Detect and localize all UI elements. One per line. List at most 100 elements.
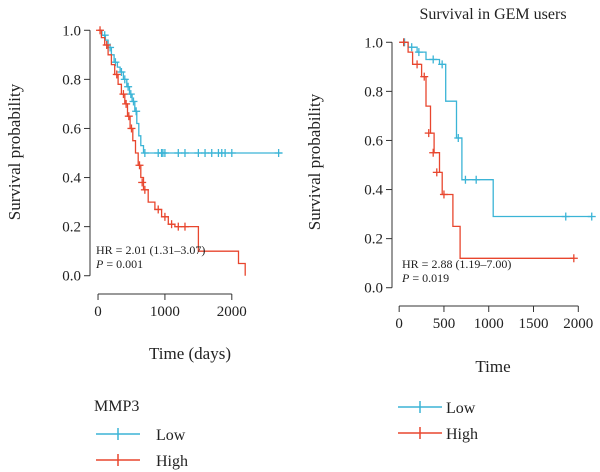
chart-1-low-censor-mark bbox=[160, 149, 169, 157]
chart-1-high-censor-mark bbox=[119, 90, 128, 99]
legend-1: MMP3 Low High bbox=[94, 398, 188, 470]
chart-1-high-censor-mark bbox=[174, 222, 183, 231]
chart-2-y-tick-label: 1.0 bbox=[364, 35, 383, 51]
chart-2-y-axis: 0.0 0.2 0.4 0.6 0.8 1.0 bbox=[364, 35, 393, 297]
legend-2-item-high: High bbox=[398, 426, 478, 443]
chart-2-y-tick-label: 0.2 bbox=[364, 232, 383, 248]
chart-1-low-censor-mark bbox=[194, 149, 203, 157]
chart-1-high-censor-mark bbox=[124, 112, 133, 121]
chart-2-y-tick-label: 0.4 bbox=[364, 183, 383, 199]
legend-2-high-swatch bbox=[398, 427, 442, 439]
chart-1-y-tick-label: 0.4 bbox=[62, 171, 81, 187]
chart-1-y-tick-label: 0.8 bbox=[62, 72, 81, 88]
chart-1: 0.0 0.2 0.4 0.6 0.8 1.0 0 1000 2000 Survival pro… bbox=[5, 23, 283, 363]
chart-2-high-censor-mark bbox=[432, 168, 441, 177]
chart-2-x-tick-label: 2000 bbox=[563, 316, 593, 332]
chart-2-xlabel: Time bbox=[475, 357, 510, 376]
legend-1-high-label: High bbox=[156, 453, 188, 470]
chart-2-series-high bbox=[399, 38, 578, 263]
chart-2-ylabel: Survival probability bbox=[305, 93, 324, 230]
chart-1-y-tick-label: 0.6 bbox=[62, 121, 81, 137]
legend-1-low-swatch bbox=[96, 428, 140, 440]
chart-1-x-tick-label: 0 bbox=[94, 304, 102, 320]
chart-2-high-censor-mark bbox=[439, 190, 448, 199]
chart-2-high-curve bbox=[399, 41, 574, 259]
legend-1-high-swatch bbox=[96, 454, 140, 466]
chart-1-low-censor-mark bbox=[120, 75, 129, 84]
chart-1-annotation-hr: HR = 2.01 (1.31–3.07) bbox=[96, 243, 205, 257]
chart-1-high-censor-mark bbox=[102, 41, 111, 49]
chart-1-y-tick-label: 0.0 bbox=[62, 269, 81, 285]
chart-2-x-axis: 0 500 1000 1500 2000 bbox=[395, 305, 593, 332]
chart-2-title: Survival in GEM users bbox=[419, 6, 566, 23]
chart-2-x-tick-label: 0 bbox=[395, 316, 403, 332]
chart-1-high-censor-mark bbox=[135, 161, 144, 170]
chart-1-high-censor-mark bbox=[160, 212, 169, 221]
chart-1-high-censor-mark bbox=[167, 220, 176, 229]
chart-1-low-censor-mark bbox=[132, 107, 141, 116]
chart-1-high-censor-mark bbox=[127, 124, 136, 133]
legend-2-low-label: Low bbox=[446, 400, 476, 417]
chart-1-high-censor-mark bbox=[180, 222, 189, 231]
chart-1-low-censor-mark bbox=[221, 149, 230, 157]
legend-2-low-swatch bbox=[398, 401, 442, 413]
chart-1-high-censor-mark bbox=[96, 26, 105, 35]
legend-1-item-high: High bbox=[96, 453, 188, 470]
chart-2-x-tick-label: 500 bbox=[433, 316, 456, 332]
chart-1-x-tick-label: 2000 bbox=[217, 304, 247, 320]
chart-1-low-curve bbox=[98, 29, 282, 154]
legend-1-item-low: Low bbox=[96, 427, 186, 444]
chart-2-y-tick-label: 0.0 bbox=[364, 281, 383, 297]
chart-1-low-censor-mark bbox=[201, 149, 210, 157]
chart-2-plot-area: 0.0 0.2 0.4 0.6 0.8 1.0 0 500 1000 1500 2000 bbox=[364, 35, 596, 332]
chart-2-low-censor-mark bbox=[454, 134, 463, 142]
chart-2-high-censor-mark bbox=[429, 148, 438, 157]
chart-1-high-censor-mark bbox=[122, 99, 131, 108]
chart-2-low-censor-mark bbox=[438, 60, 447, 69]
chart-1-high-censor-mark bbox=[140, 185, 149, 194]
chart-2-y-tick-label: 0.6 bbox=[364, 133, 383, 149]
chart-1-low-censor-mark bbox=[129, 97, 138, 106]
chart-2-high-censor-mark bbox=[424, 129, 433, 138]
chart-2-annotation-hr: HR = 2.88 (1.19–7.00) bbox=[402, 257, 511, 271]
chart-1-low-censor-mark bbox=[227, 149, 236, 157]
chart-2-high-censor-mark bbox=[413, 60, 422, 69]
chart-2-low-censor-mark bbox=[461, 175, 470, 184]
chart-1-ylabel: Survival probability bbox=[5, 83, 24, 220]
chart-2-high-censor-mark bbox=[569, 254, 578, 263]
chart-2-low-censor-mark bbox=[561, 212, 570, 221]
chart-2-x-tick-label: 1000 bbox=[474, 316, 504, 332]
chart-1-high-censor-mark bbox=[154, 205, 163, 214]
chart-1-high-censor-mark bbox=[112, 70, 121, 79]
chart-1-y-tick-label: 0.2 bbox=[62, 220, 81, 236]
chart-2-low-censor-mark bbox=[407, 43, 416, 52]
chart-2-low-censor-mark bbox=[587, 212, 596, 221]
chart-1-plot-area: 0.0 0.2 0.4 0.6 0.8 1.0 0 1000 2000 bbox=[62, 23, 283, 320]
chart-1-y-tick-label: 1.0 bbox=[62, 23, 81, 39]
chart-1-low-censor-mark bbox=[274, 149, 283, 157]
chart-1-low-censor-mark bbox=[126, 90, 135, 99]
chart-2-low-censor-mark bbox=[472, 175, 481, 184]
legend-2-high-label: High bbox=[446, 426, 478, 443]
legend-2-item-low: Low bbox=[398, 400, 476, 417]
chart-2-high-censor-mark bbox=[399, 38, 408, 47]
chart-2-low-censor-mark bbox=[429, 55, 438, 64]
chart-1-low-censor-mark bbox=[117, 68, 126, 76]
chart-1-low-censor-mark bbox=[124, 82, 133, 91]
chart-2-y-tick-label: 0.8 bbox=[364, 84, 383, 100]
chart-2-annotation-p: P = 0.019 bbox=[401, 271, 449, 285]
chart-2-x-tick-label: 1500 bbox=[519, 316, 549, 332]
chart-1-low-censor-mark bbox=[140, 149, 149, 157]
chart-1-low-censor-mark bbox=[207, 149, 216, 157]
chart-1-low-censor-mark bbox=[180, 149, 189, 157]
chart-1-x-tick-label: 1000 bbox=[150, 304, 180, 320]
chart-1-xlabel: Time (days) bbox=[149, 344, 231, 363]
chart-2-high-censor-mark bbox=[420, 72, 429, 81]
chart-1-high-censor-mark bbox=[138, 178, 147, 187]
chart-1-x-axis: 0 1000 2000 bbox=[94, 293, 247, 320]
chart-1-annotation-p: P = 0.001 bbox=[95, 257, 143, 271]
chart-1-series-high bbox=[96, 26, 246, 276]
chart-2-low-censor-mark bbox=[414, 48, 423, 57]
legend-2: Low High bbox=[398, 400, 478, 443]
chart-1-low-censor-mark bbox=[174, 149, 183, 157]
